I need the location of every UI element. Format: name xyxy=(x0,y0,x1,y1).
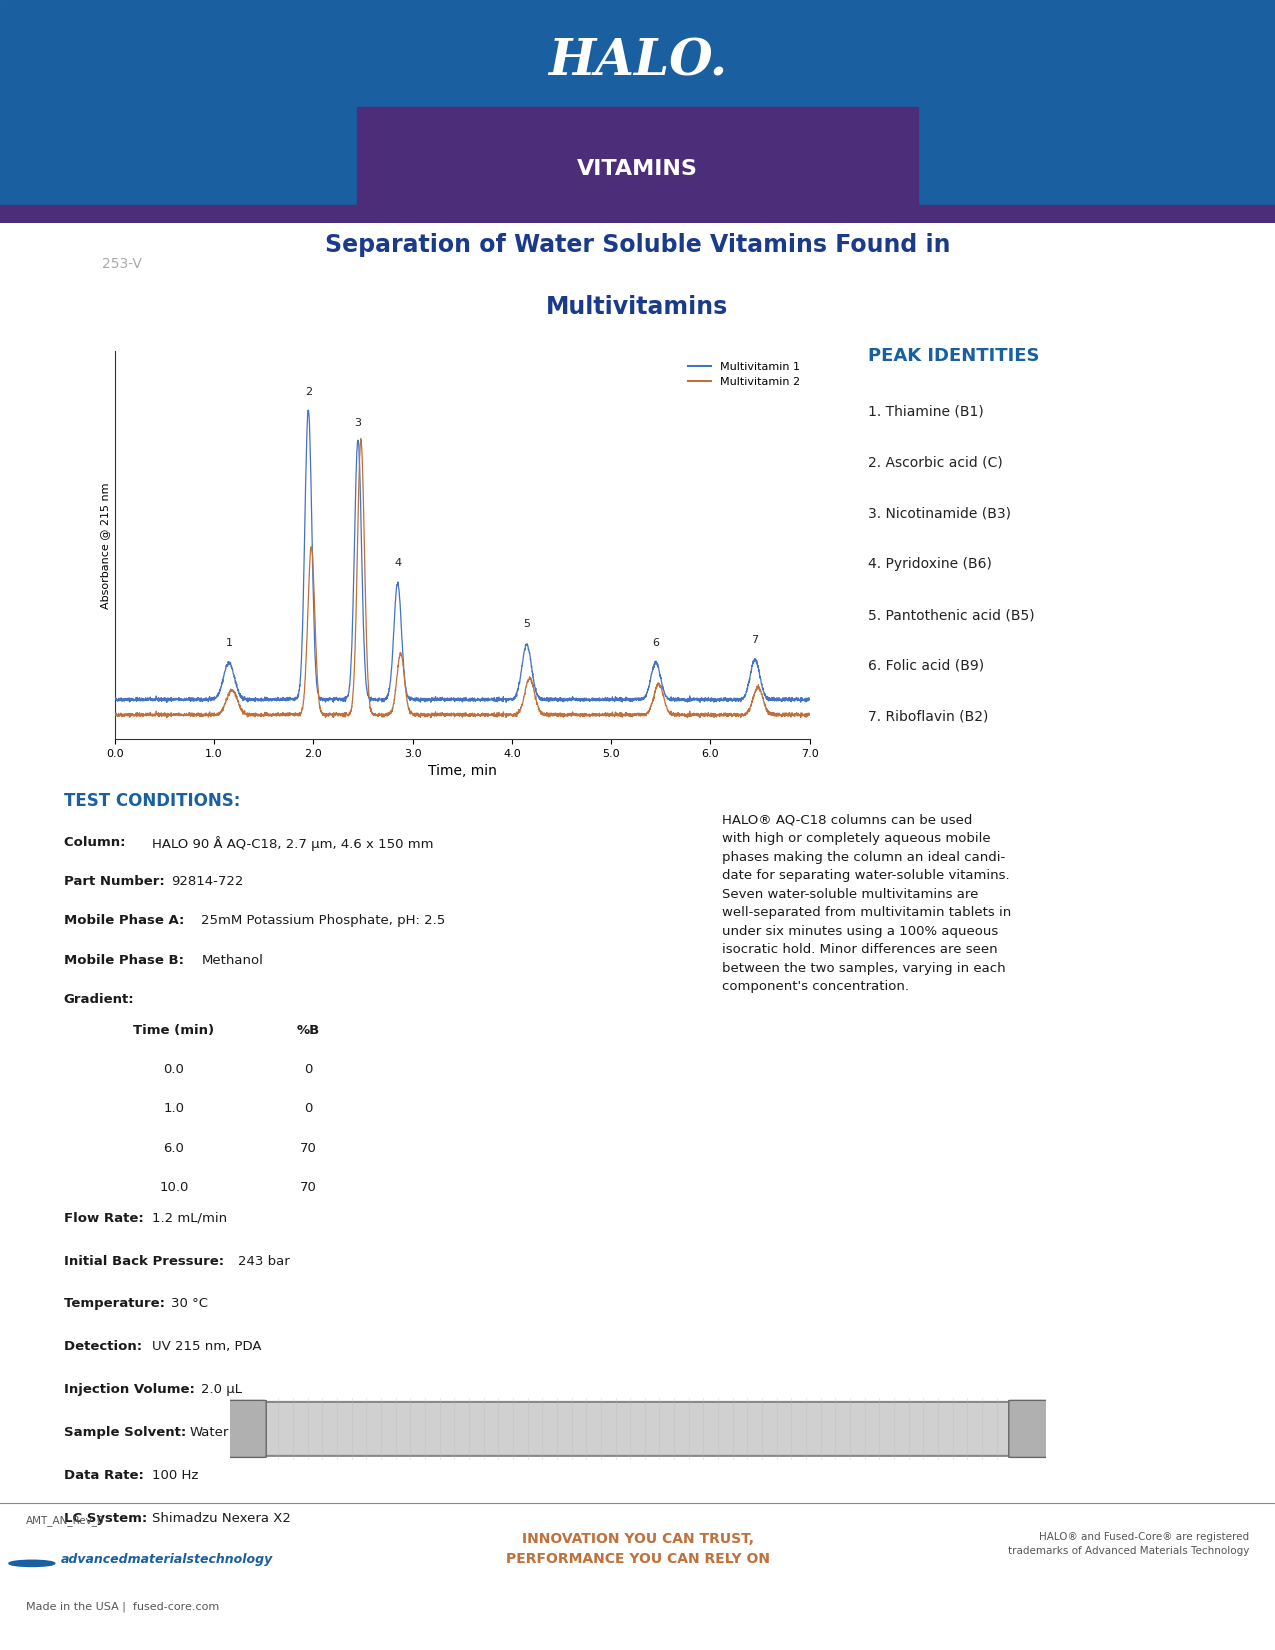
Text: HALO 90 Å AQ-C18, 2.7 μm, 4.6 x 150 mm: HALO 90 Å AQ-C18, 2.7 μm, 4.6 x 150 mm xyxy=(153,835,434,851)
Text: 243 bar: 243 bar xyxy=(238,1254,289,1267)
FancyBboxPatch shape xyxy=(237,1402,1038,1455)
Text: 25mM Potassium Phosphate, pH: 2.5: 25mM Potassium Phosphate, pH: 2.5 xyxy=(201,914,446,927)
Text: HALO® and Fused-Core® are registered
trademarks of Advanced Materials Technology: HALO® and Fused-Core® are registered tra… xyxy=(1009,1533,1250,1556)
Text: INNOVATION YOU CAN TRUST,
PERFORMANCE YOU CAN RELY ON: INNOVATION YOU CAN TRUST, PERFORMANCE YO… xyxy=(505,1533,770,1566)
Text: Gradient:: Gradient: xyxy=(64,993,134,1006)
Text: Shimadzu Nexera X2: Shimadzu Nexera X2 xyxy=(153,1511,292,1525)
Text: 7. Riboflavin (B2): 7. Riboflavin (B2) xyxy=(868,710,988,724)
Text: Detection:: Detection: xyxy=(64,1340,147,1353)
Bar xyxy=(357,107,918,223)
Text: Mobile Phase A:: Mobile Phase A: xyxy=(64,914,189,927)
Text: Column:: Column: xyxy=(64,835,130,848)
Text: 2. Ascorbic acid (C): 2. Ascorbic acid (C) xyxy=(868,455,1003,470)
Text: Injection Volume:: Injection Volume: xyxy=(64,1383,199,1396)
Text: 3. Nicotinamide (B3): 3. Nicotinamide (B3) xyxy=(868,507,1011,520)
Text: HALO.: HALO. xyxy=(548,38,727,87)
Text: Water: Water xyxy=(189,1426,228,1439)
Text: 253-V: 253-V xyxy=(102,257,142,271)
Text: 1. Thiamine (B1): 1. Thiamine (B1) xyxy=(868,404,984,419)
Text: 30 °C: 30 °C xyxy=(171,1297,208,1310)
Text: 92814-722: 92814-722 xyxy=(171,874,244,888)
Text: HALO® AQ-C18 columns can be used
with high or completely aqueous mobile
phases m: HALO® AQ-C18 columns can be used with hi… xyxy=(722,813,1011,993)
Text: %B: %B xyxy=(297,1023,320,1036)
Text: Initial Back Pressure:: Initial Back Pressure: xyxy=(64,1254,228,1267)
Text: 5: 5 xyxy=(523,619,530,629)
Text: 70: 70 xyxy=(300,1142,317,1155)
Text: UV 215 nm, PDA: UV 215 nm, PDA xyxy=(153,1340,261,1353)
Text: 0: 0 xyxy=(305,1102,312,1115)
Text: 1.0: 1.0 xyxy=(163,1102,185,1115)
Text: LC System:: LC System: xyxy=(64,1511,152,1525)
Text: 6.0: 6.0 xyxy=(163,1142,185,1155)
Text: PEAK IDENTITIES: PEAK IDENTITIES xyxy=(868,346,1040,365)
Text: 100 Hz: 100 Hz xyxy=(153,1468,199,1482)
Text: Made in the USA |  fused-core.com: Made in the USA | fused-core.com xyxy=(26,1602,219,1612)
Text: Flow Rate:: Flow Rate: xyxy=(64,1211,148,1224)
Text: 1.2 mL/min: 1.2 mL/min xyxy=(153,1211,228,1224)
Text: Sample Solvent:: Sample Solvent: xyxy=(64,1426,191,1439)
Text: 2: 2 xyxy=(305,388,312,398)
Text: 70: 70 xyxy=(300,1181,317,1195)
Text: 2.0 μL: 2.0 μL xyxy=(201,1383,242,1396)
Text: 7: 7 xyxy=(751,635,759,645)
Text: 1: 1 xyxy=(226,637,232,647)
Text: Multivitamins: Multivitamins xyxy=(547,295,728,320)
Text: Part Number:: Part Number: xyxy=(64,874,170,888)
Bar xyxy=(0,205,1275,223)
Text: 10.0: 10.0 xyxy=(159,1181,189,1195)
Text: TEST CONDITIONS:: TEST CONDITIONS: xyxy=(64,792,240,810)
Text: Methanol: Methanol xyxy=(201,954,264,967)
Text: 0.0: 0.0 xyxy=(163,1063,185,1076)
Text: Data Rate:: Data Rate: xyxy=(64,1468,153,1482)
Text: 0: 0 xyxy=(305,1063,312,1076)
Text: 6: 6 xyxy=(653,637,659,647)
Text: 4. Pyridoxine (B6): 4. Pyridoxine (B6) xyxy=(868,558,992,571)
Text: 6. Folic acid (B9): 6. Folic acid (B9) xyxy=(868,658,984,673)
Text: Separation of Water Soluble Vitamins Found in: Separation of Water Soluble Vitamins Fou… xyxy=(325,233,950,257)
FancyBboxPatch shape xyxy=(1009,1401,1049,1457)
Text: Mobile Phase B:: Mobile Phase B: xyxy=(64,954,189,967)
Text: VITAMINS: VITAMINS xyxy=(578,160,697,180)
Text: 3: 3 xyxy=(354,417,361,427)
Text: advancedmaterialstechnology: advancedmaterialstechnology xyxy=(61,1553,273,1566)
Text: Temperature:: Temperature: xyxy=(64,1297,170,1310)
Text: 4: 4 xyxy=(394,558,402,568)
Text: Time (min): Time (min) xyxy=(134,1023,214,1036)
X-axis label: Time, min: Time, min xyxy=(427,764,497,779)
FancyBboxPatch shape xyxy=(226,1401,266,1457)
Text: 5. Pantothenic acid (B5): 5. Pantothenic acid (B5) xyxy=(868,609,1035,622)
Text: AMT_AN_Rev_0: AMT_AN_Rev_0 xyxy=(26,1515,105,1526)
Y-axis label: Absorbance @ 215 nm: Absorbance @ 215 nm xyxy=(101,482,111,609)
Legend: Multivitamin 1, Multivitamin 2: Multivitamin 1, Multivitamin 2 xyxy=(683,356,805,391)
Circle shape xyxy=(9,1561,55,1566)
